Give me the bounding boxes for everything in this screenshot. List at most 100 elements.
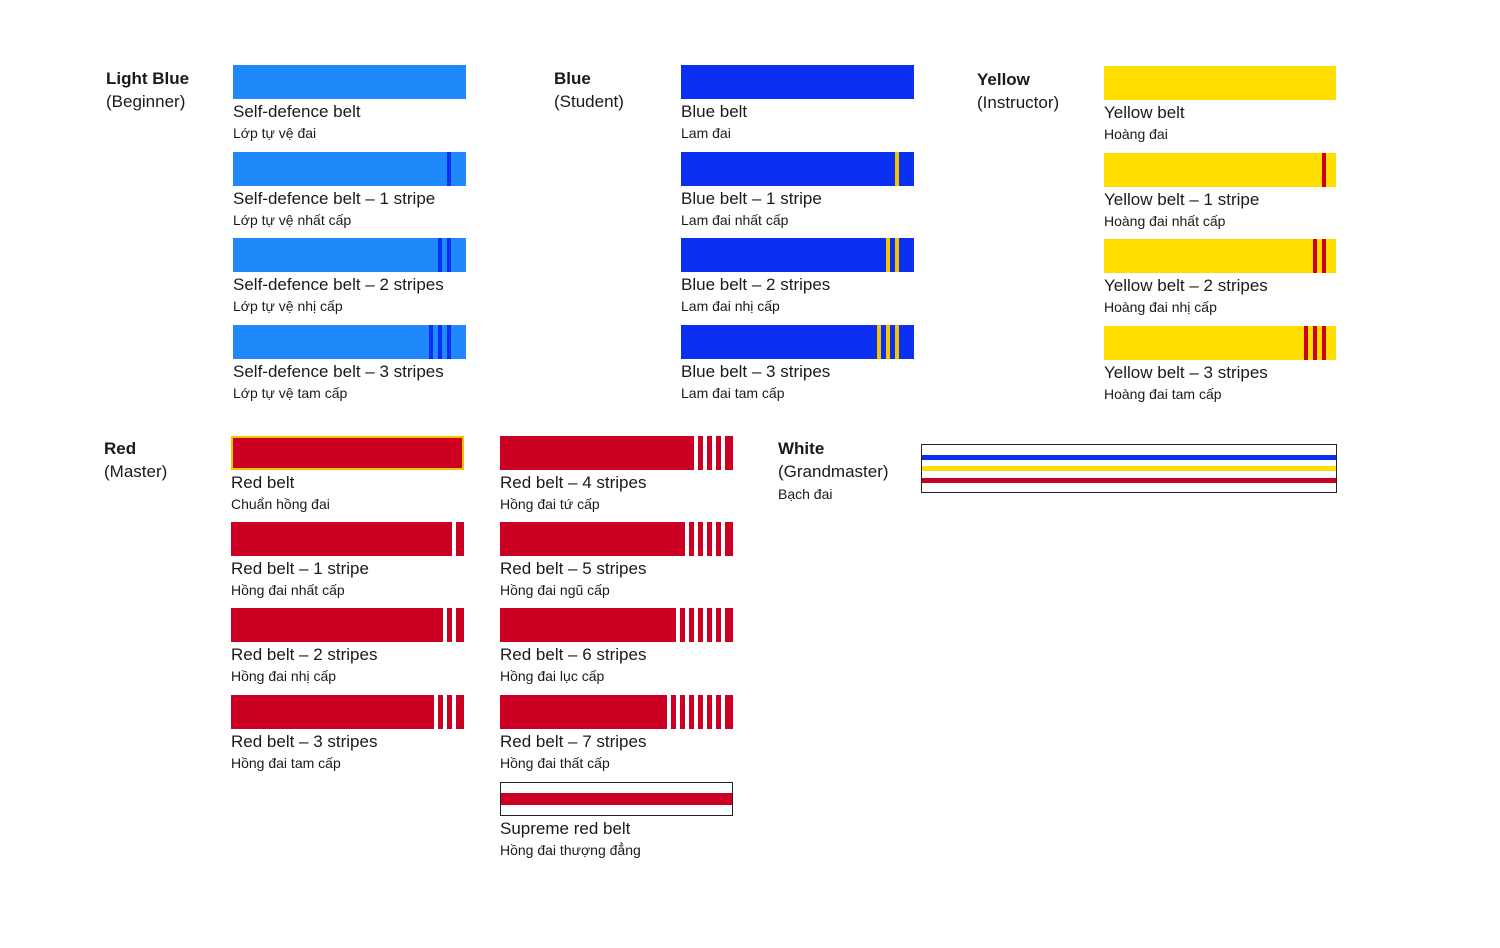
belt-label: Yellow belt – 3 stripes — [1104, 363, 1268, 382]
belt-stripe — [1313, 326, 1317, 360]
belt-stripe — [721, 608, 725, 642]
belt-sublabel: Hoàng đai tam cấp — [1104, 386, 1222, 402]
belt-stripe — [703, 695, 707, 729]
belt-stripe — [676, 608, 680, 642]
belt-sublabel: Hồng đai nhất cấp — [231, 582, 345, 598]
white-belt-band — [922, 466, 1336, 471]
belt-stripe — [1322, 326, 1326, 360]
belt-sublabel: Bạch đai — [778, 486, 833, 502]
belt-stripe — [895, 325, 899, 359]
belt-label: Self-defence belt – 2 stripes — [233, 275, 444, 294]
group-rank: (Master) — [104, 462, 168, 481]
belt-swatch — [681, 65, 914, 99]
belt-stripe — [712, 436, 716, 470]
belt-item: Blue belt – 2 stripes Lam đai nhị cấp — [681, 238, 914, 316]
belt-item: Blue belt – 1 stripe Lam đai nhất cấp — [681, 152, 914, 230]
belt-swatch — [681, 152, 914, 186]
belt-swatch — [500, 695, 733, 729]
belt-label: Yellow belt — [1104, 103, 1185, 122]
belt-label: Self-defence belt — [233, 102, 361, 121]
belt-item: Red belt – 5 stripes Hồng đai ngũ cấp — [500, 522, 733, 600]
belt-stripe — [685, 608, 689, 642]
white-belt — [921, 444, 1337, 493]
belt-swatch — [231, 522, 464, 556]
belt-label: Red belt – 6 stripes — [500, 645, 647, 664]
belt-item: Self-defence belt Lớp tự vệ đai — [233, 65, 466, 143]
belt-stripe — [877, 325, 881, 359]
belt-item: Blue belt Lam đai — [681, 65, 914, 143]
belt-swatch — [231, 695, 464, 729]
belt-stripe — [1322, 239, 1326, 273]
belt-stripe — [1304, 326, 1308, 360]
belt-stripe — [452, 522, 456, 556]
group-title-red: Red (Master) — [104, 437, 167, 483]
belt-stripe — [721, 522, 725, 556]
belt-item-supreme-red: Supreme red belt Hồng đai thượng đẳng — [500, 782, 733, 860]
belt-sublabel: Hồng đai nhị cấp — [231, 668, 337, 684]
belt-swatch — [1104, 239, 1336, 273]
belt-stripe — [895, 152, 899, 186]
belt-item: Blue belt – 3 stripes Lam đai tam cấp — [681, 325, 914, 403]
belt-swatch — [681, 238, 914, 272]
belt-sublabel: Lam đai — [681, 125, 731, 141]
belt-label: Blue belt — [681, 102, 748, 121]
belt-stripe — [429, 325, 433, 359]
belt-item: Self-defence belt – 3 stripes Lớp tự vệ t… — [233, 325, 466, 403]
belt-stripe — [447, 238, 451, 272]
group-title-light-blue: Light Blue (Beginner) — [106, 67, 189, 113]
belt-label: Self-defence belt – 3 stripes — [233, 362, 444, 381]
belt-stripe — [438, 238, 442, 272]
belt-sublabel: Lam đai tam cấp — [681, 385, 785, 401]
belt-sublabel: Hồng đai tứ cấp — [500, 496, 600, 512]
belt-stripe — [452, 695, 456, 729]
belt-stripe — [1322, 153, 1326, 187]
belt-swatch — [233, 152, 466, 186]
belt-stripe — [703, 436, 707, 470]
belt-stripe — [452, 608, 456, 642]
belt-sublabel: Hồng đai lục cấp — [500, 668, 605, 684]
belt-swatch — [500, 608, 733, 642]
belt-item: Yellow belt – 1 stripe Hoàng đai nhất cấp — [1104, 153, 1336, 231]
belt-item: Red belt Chuẩn hồng đai — [231, 436, 464, 514]
group-name: Light Blue — [106, 69, 190, 88]
belt-stripe — [685, 695, 689, 729]
supreme-red-band — [501, 793, 732, 805]
group-rank: (Grandmaster) — [778, 462, 889, 481]
belt-stripe — [895, 238, 899, 272]
belt-stripe — [676, 695, 680, 729]
belt-swatch — [1104, 326, 1336, 360]
white-belt-band — [922, 455, 1336, 460]
belt-stripe — [443, 695, 447, 729]
group-title-yellow: Yellow (Instructor) — [977, 68, 1059, 114]
belt-sublabel: Lớp tự vệ nhất cấp — [233, 212, 352, 228]
belt-stripe — [712, 522, 716, 556]
belt-sublabel: Hồng đai ngũ cấp — [500, 582, 610, 598]
belt-sublabel: Lam đai nhị cấp — [681, 298, 780, 314]
group-rank: (Student) — [554, 92, 624, 111]
belt-label: Red belt – 7 stripes — [500, 732, 647, 751]
group-name: White — [778, 439, 825, 458]
belt-sublabel: Chuẩn hồng đai — [231, 496, 330, 512]
belt-stripe — [447, 152, 451, 186]
belt-item: Yellow belt Hoàng đai — [1104, 66, 1336, 144]
belt-label: Red belt – 3 stripes — [231, 732, 378, 751]
belt-swatch — [1104, 153, 1336, 187]
belt-stripe — [703, 522, 707, 556]
belt-stripe — [721, 695, 725, 729]
supreme-red-belt — [500, 782, 733, 816]
belt-item: Self-defence belt – 1 stripe Lớp tự vệ nh… — [233, 152, 466, 230]
belt-sublabel: Lớp tự vệ đai — [233, 125, 317, 141]
belt-label: Red belt – 1 stripe — [231, 559, 369, 578]
belt-swatch — [231, 436, 464, 470]
group-title-blue: Blue (Student) — [554, 67, 624, 113]
belt-label: Yellow belt – 1 stripe — [1104, 190, 1260, 209]
belt-stripe — [694, 436, 698, 470]
belt-item: Self-defence belt – 2 stripes Lớp tự vệ n… — [233, 238, 466, 316]
belt-stripe — [712, 695, 716, 729]
belt-item: Red belt – 4 stripes Hồng đai tứ cấp — [500, 436, 733, 514]
belt-swatch — [231, 608, 464, 642]
belt-label: Yellow belt – 2 stripes — [1104, 276, 1268, 295]
belt-label: Blue belt – 1 stripe — [681, 189, 822, 208]
belt-swatch — [681, 325, 914, 359]
belt-label: Red belt – 4 stripes — [500, 473, 647, 492]
